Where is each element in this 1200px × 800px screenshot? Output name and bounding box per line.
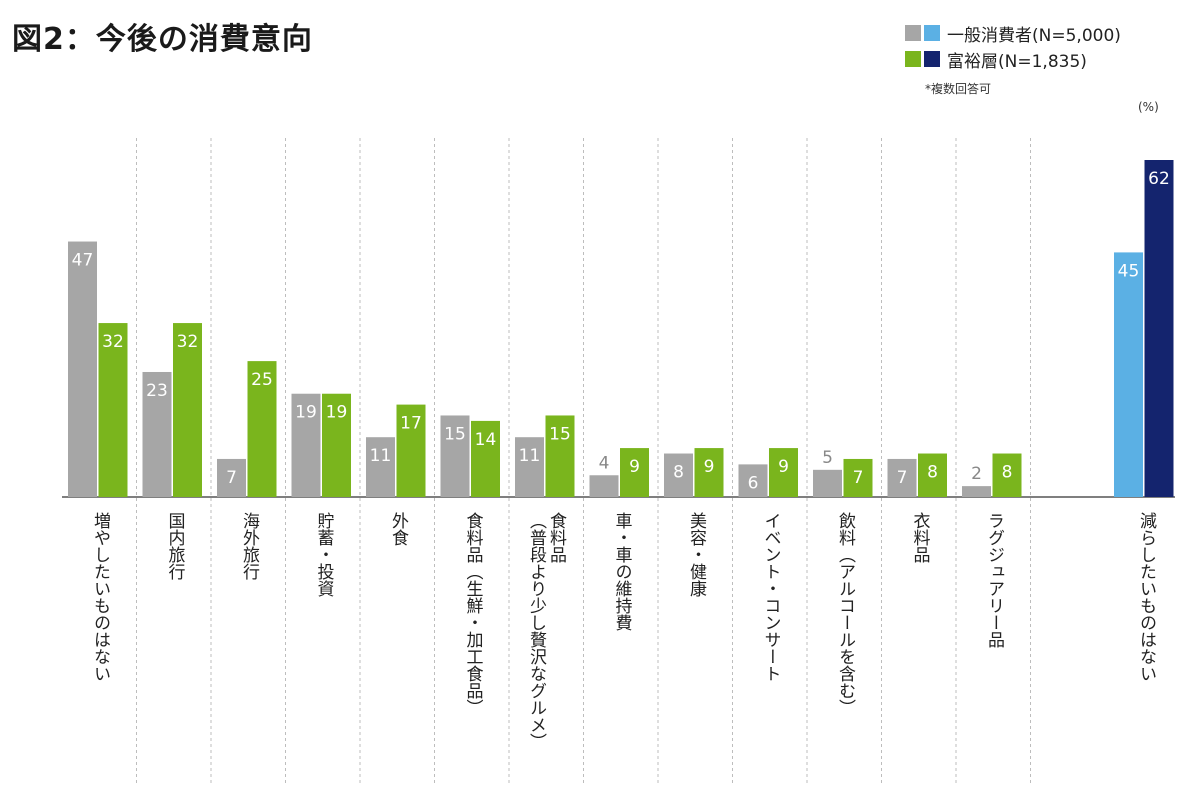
bar-general bbox=[440, 415, 470, 497]
bar-value-label: 11 bbox=[519, 446, 541, 466]
bar-value-label: 45 bbox=[1118, 261, 1140, 281]
category-label: 貯蓄・投資 bbox=[314, 512, 335, 597]
bar-general bbox=[887, 458, 917, 497]
bar-value-label: 47 bbox=[72, 251, 94, 271]
legend-swatch-general-blue bbox=[924, 25, 940, 41]
chart-title: 図2：今後の消費意向 bbox=[12, 22, 313, 57]
bar-value-label: 8 bbox=[927, 463, 938, 483]
category-label: （普段より少し贅沢なグルメ） bbox=[526, 512, 547, 750]
category-label: イベント・コンサート bbox=[761, 512, 781, 682]
bar-value-label: 7 bbox=[226, 468, 237, 488]
bar-wealthy bbox=[98, 323, 128, 497]
category-label: 美容・健康 bbox=[686, 512, 707, 597]
bar-value-label: 25 bbox=[251, 370, 273, 390]
category-label: 減らしたいものはない bbox=[1136, 512, 1157, 682]
bar-wealthy bbox=[620, 448, 649, 497]
category-label: 衣料品 bbox=[910, 512, 931, 563]
bar-value-label: 8 bbox=[1002, 463, 1013, 483]
bar-wealthy bbox=[545, 415, 575, 497]
legend-label-general: 一般消費者(N=5,000) bbox=[947, 25, 1121, 46]
bar-general bbox=[291, 393, 321, 497]
bar-value-label: 5 bbox=[822, 448, 833, 468]
bar-value-label: 4 bbox=[599, 453, 610, 473]
bar-general bbox=[217, 458, 246, 497]
bar-value-label: 15 bbox=[549, 424, 571, 444]
bar-value-label: 9 bbox=[629, 457, 640, 477]
legend-item-wealthy: 富裕層(N=1,835) bbox=[905, 46, 1121, 72]
bar-wealthy bbox=[769, 448, 798, 497]
bar-value-label: 7 bbox=[897, 468, 908, 488]
bar-wealthy bbox=[173, 323, 202, 497]
legend-label-wealthy: 富裕層(N=1,835) bbox=[947, 51, 1087, 72]
bar-value-label: 6 bbox=[748, 473, 759, 493]
multiple-answer-note: *複数回答可 bbox=[925, 82, 992, 96]
unit-label: (%) bbox=[1138, 100, 1159, 114]
category-label: 飲料（アルコールを含む） bbox=[835, 512, 856, 716]
bar-general bbox=[962, 486, 991, 497]
bar-wealthy bbox=[396, 404, 426, 497]
bar-value-label: 14 bbox=[475, 430, 497, 450]
bar-value-label: 23 bbox=[146, 381, 168, 401]
bar-wealthy bbox=[992, 453, 1022, 497]
bar-value-label: 7 bbox=[853, 468, 864, 488]
bar-value-label: 11 bbox=[370, 446, 392, 466]
legend-swatch-wealthy-green bbox=[905, 51, 921, 67]
category-label: 車・車の維持費 bbox=[612, 512, 633, 631]
legend: 一般消費者(N=5,000) 富裕層(N=1,835) bbox=[905, 20, 1121, 72]
category-label: 外食 bbox=[388, 512, 409, 546]
bar-general bbox=[589, 475, 619, 497]
category-label: 国内旅行 bbox=[165, 512, 186, 581]
bar-general bbox=[366, 437, 395, 497]
bar-value-label: 9 bbox=[704, 457, 715, 477]
bar-value-label: 8 bbox=[673, 463, 684, 483]
bar-general bbox=[515, 437, 544, 497]
bar-general bbox=[142, 371, 172, 497]
bar-general bbox=[664, 453, 693, 497]
bar-general bbox=[68, 241, 97, 497]
bar-wealthy bbox=[918, 453, 947, 497]
bar-wealthy bbox=[322, 393, 351, 497]
bar-general bbox=[1114, 252, 1143, 497]
legend-item-general: 一般消費者(N=5,000) bbox=[905, 20, 1121, 46]
bar-wealthy bbox=[247, 361, 277, 497]
bar-value-label: 2 bbox=[971, 464, 982, 484]
bar-wealthy bbox=[843, 458, 873, 497]
bar-value-label: 19 bbox=[326, 403, 348, 423]
category-label: 増やしたいものはない bbox=[90, 512, 111, 682]
legend-swatch-general-gray bbox=[905, 25, 921, 41]
bar-value-label: 19 bbox=[295, 403, 317, 423]
bar-value-label: 9 bbox=[778, 457, 789, 477]
bar-wealthy bbox=[471, 420, 500, 497]
category-label: ラグジュアリー品 bbox=[984, 512, 1004, 648]
bar-value-label: 62 bbox=[1148, 169, 1170, 189]
bar-value-label: 17 bbox=[400, 414, 422, 434]
bar-value-label: 15 bbox=[444, 424, 466, 444]
bar-general bbox=[813, 469, 842, 497]
bar-value-label: 32 bbox=[177, 332, 199, 352]
bar-value-label: 32 bbox=[102, 332, 124, 352]
category-label: 食料品（生鮮・加工食品） bbox=[463, 512, 484, 716]
bar-wealthy bbox=[694, 448, 724, 497]
legend-swatch-wealthy-navy bbox=[924, 51, 940, 67]
bar-general bbox=[738, 464, 768, 497]
category-label: 海外旅行 bbox=[239, 512, 260, 581]
bar-wealthy bbox=[1144, 160, 1174, 497]
category-label: 食料品 bbox=[546, 512, 567, 563]
